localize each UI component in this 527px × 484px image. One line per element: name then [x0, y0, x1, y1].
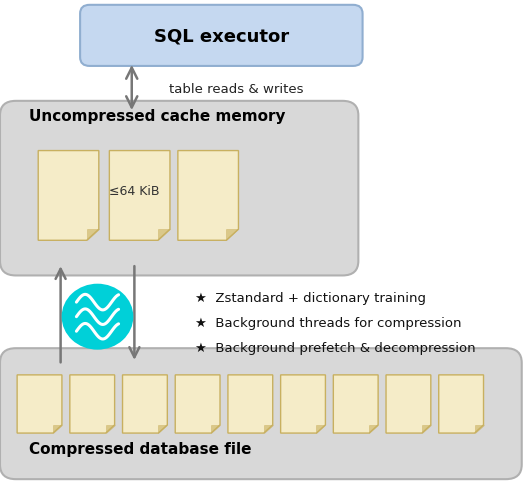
FancyBboxPatch shape [80, 6, 363, 67]
Polygon shape [178, 151, 238, 241]
Text: Compressed database file: Compressed database file [29, 441, 251, 456]
Text: table reads & writes: table reads & writes [169, 83, 303, 96]
Text: ≤64 KiB: ≤64 KiB [109, 185, 160, 197]
Polygon shape [369, 425, 378, 433]
Polygon shape [17, 375, 62, 433]
Polygon shape [228, 375, 273, 433]
Polygon shape [264, 425, 273, 433]
Polygon shape [280, 375, 325, 433]
Text: Uncompressed cache memory: Uncompressed cache memory [29, 108, 286, 123]
FancyBboxPatch shape [0, 102, 358, 276]
Text: ★  Zstandard + dictionary training: ★ Zstandard + dictionary training [195, 291, 426, 304]
Text: ★  Background prefetch & decompression: ★ Background prefetch & decompression [195, 342, 475, 354]
Polygon shape [227, 230, 238, 241]
Polygon shape [422, 425, 431, 433]
Polygon shape [105, 425, 115, 433]
Circle shape [62, 284, 133, 350]
Text: SQL executor: SQL executor [154, 27, 289, 45]
Polygon shape [211, 425, 220, 433]
Polygon shape [38, 151, 99, 241]
Polygon shape [86, 230, 99, 241]
Text: ★  Background threads for compression: ★ Background threads for compression [195, 317, 462, 329]
Polygon shape [474, 425, 484, 433]
Polygon shape [158, 230, 170, 241]
Polygon shape [158, 425, 168, 433]
Polygon shape [110, 151, 170, 241]
Polygon shape [70, 375, 115, 433]
FancyBboxPatch shape [0, 348, 522, 479]
Polygon shape [334, 375, 378, 433]
Polygon shape [386, 375, 431, 433]
Polygon shape [316, 425, 325, 433]
Polygon shape [53, 425, 62, 433]
Polygon shape [438, 375, 484, 433]
Polygon shape [122, 375, 168, 433]
Polygon shape [175, 375, 220, 433]
